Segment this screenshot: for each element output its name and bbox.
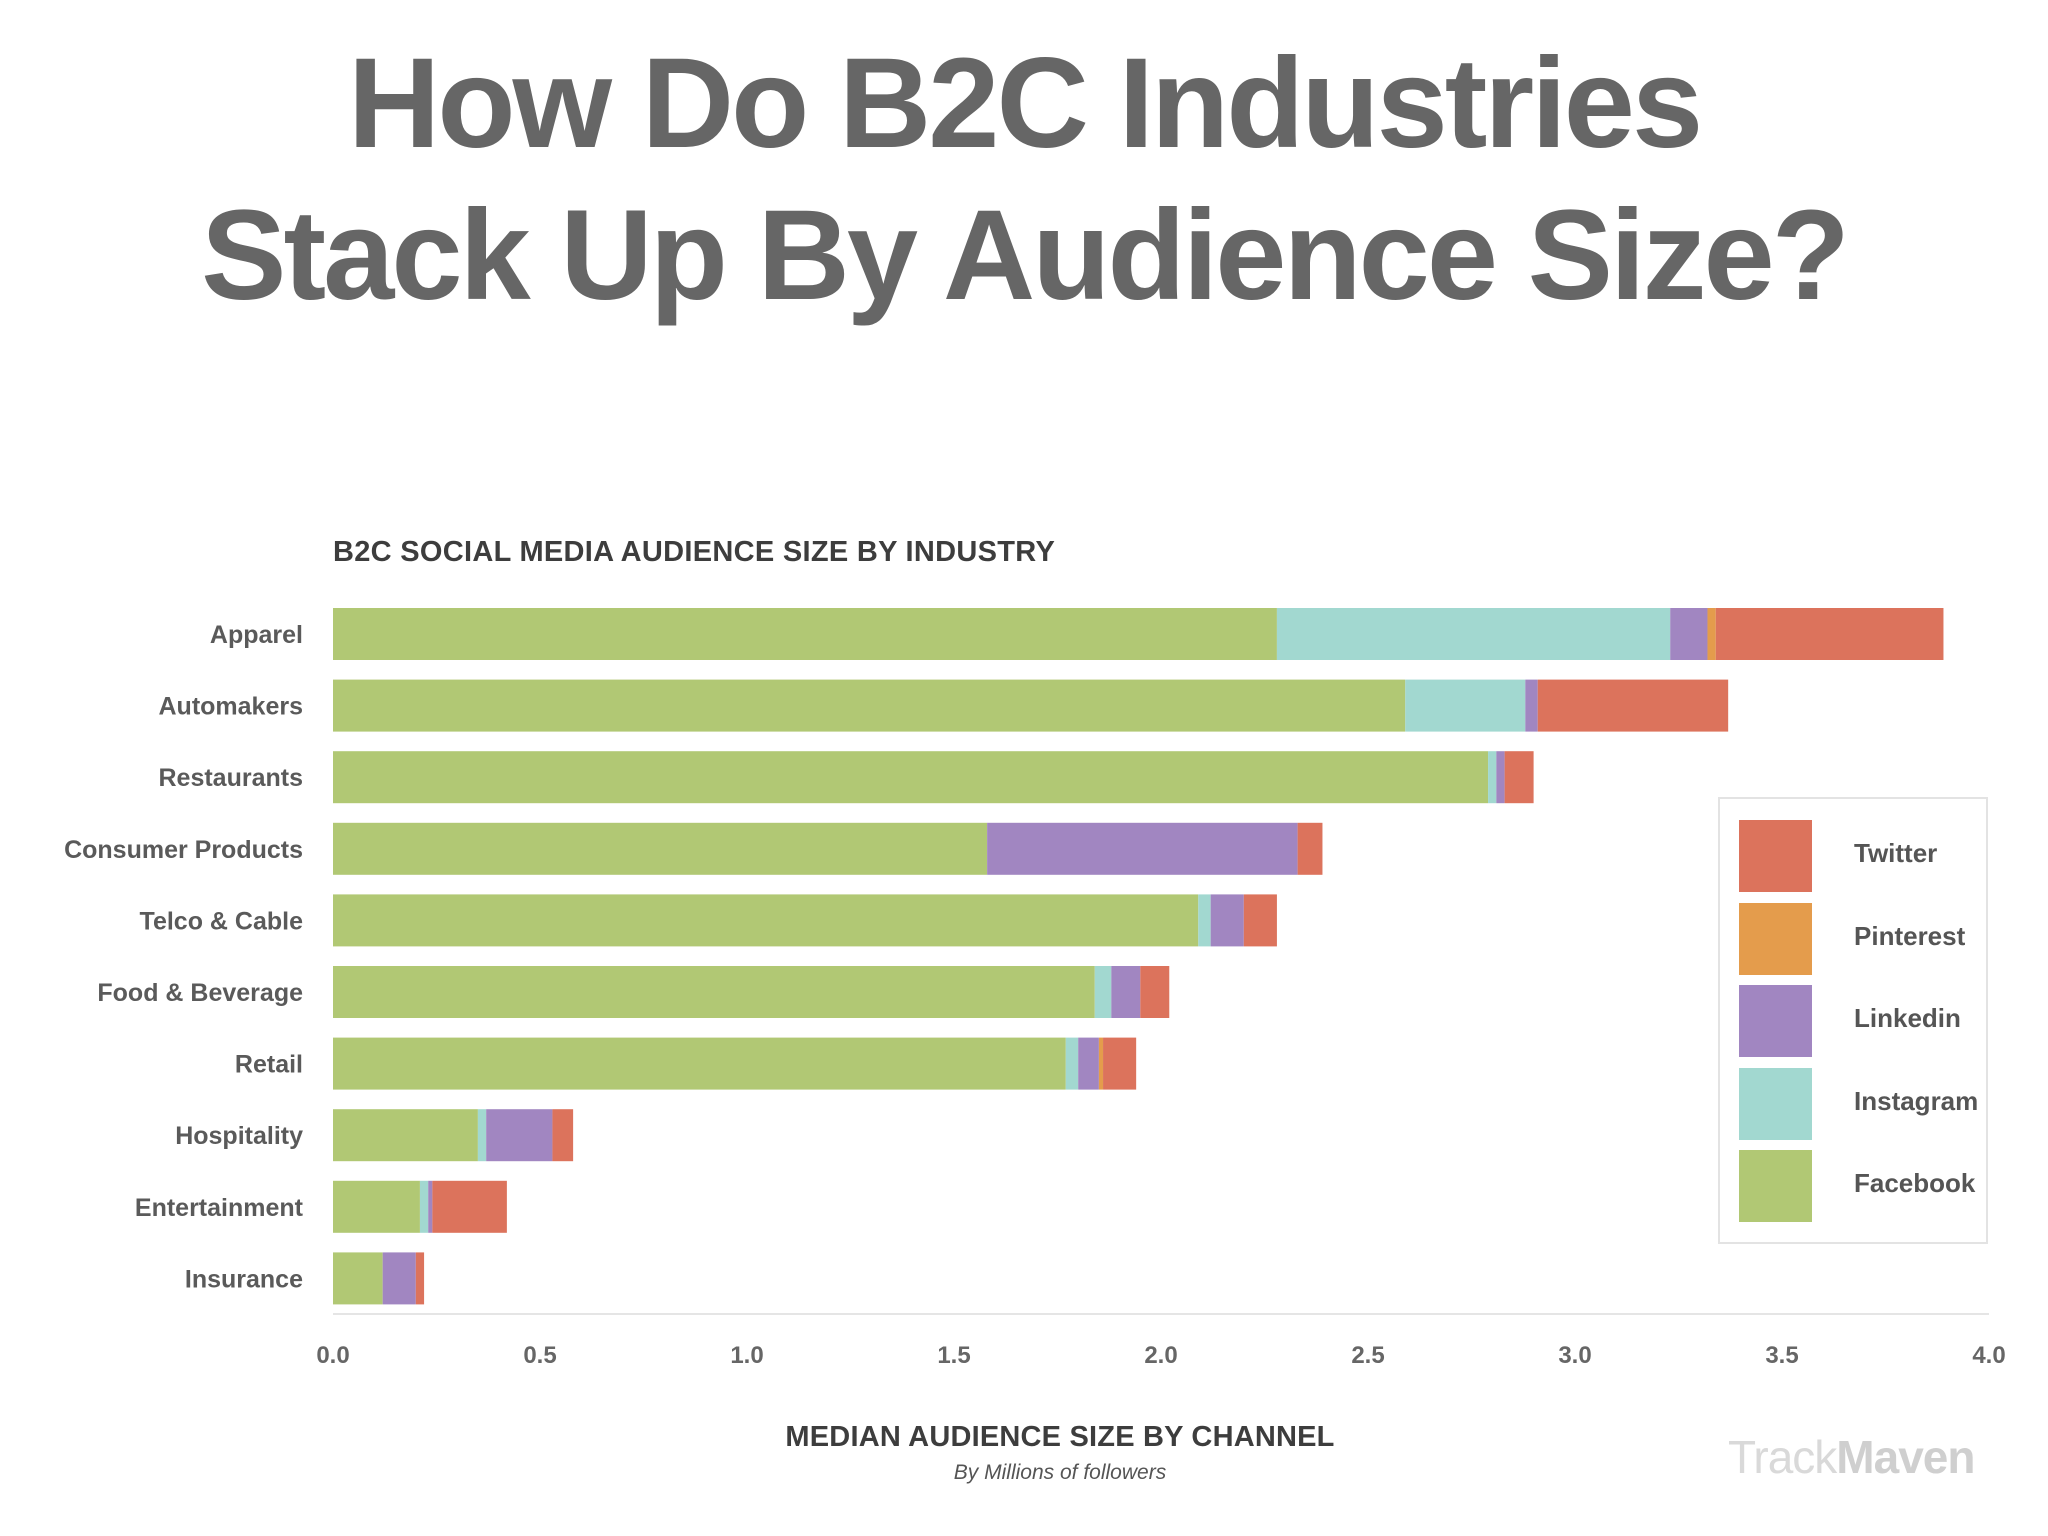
category-label: Entertainment xyxy=(135,1194,304,1222)
bar-segment-facebook xyxy=(333,822,988,875)
legend-swatch xyxy=(1739,1150,1812,1222)
legend-label: Facebook xyxy=(1854,1168,1976,1198)
bar-segment-linkedin xyxy=(1210,894,1244,947)
bar-segment-facebook xyxy=(333,1037,1066,1090)
bar-segment-instagram xyxy=(1065,1037,1079,1090)
bar-segment-instagram xyxy=(1405,679,1526,732)
headline-line-2: Stack Up By Audience Size? xyxy=(201,184,1850,327)
bar-segment-linkedin xyxy=(1670,608,1708,660)
x-tick-label: 1.5 xyxy=(937,1342,970,1369)
x-tick-label: 0.0 xyxy=(316,1342,349,1369)
x-tick-label: 2.5 xyxy=(1351,1342,1384,1369)
bar-segment-linkedin xyxy=(486,1109,553,1162)
bar-segment-pinterest xyxy=(1707,608,1716,660)
bar-segment-linkedin xyxy=(382,1252,416,1305)
bar-segment-instagram xyxy=(1198,894,1211,947)
legend: Twitter Pinterest Linkedin Instagram Faceboo… xyxy=(1718,797,1988,1244)
logo-text-track: Track xyxy=(1728,1431,1837,1483)
bar-segment-twitter xyxy=(1140,966,1170,1018)
category-label: Insurance xyxy=(185,1265,303,1293)
category-label: Food & Beverage xyxy=(97,979,303,1007)
trackmaven-logo: TrackMaven xyxy=(1728,1430,1975,1484)
bar-segment-facebook xyxy=(333,1109,478,1162)
legend-swatch xyxy=(1739,985,1812,1057)
bar-segment-twitter xyxy=(1103,1037,1137,1090)
x-tick-label: 4.0 xyxy=(1972,1342,2005,1369)
category-label: Hospitality xyxy=(175,1122,303,1150)
headline-line-1: How Do B2C Industries xyxy=(347,32,1703,175)
legend-swatch xyxy=(1739,820,1812,892)
category-label: Apparel xyxy=(210,621,303,649)
category-label: Restaurants xyxy=(159,764,304,792)
category-label: Telco & Cable xyxy=(140,907,304,935)
bar-segment-linkedin xyxy=(1111,966,1141,1018)
legend-label: Pinterest xyxy=(1854,920,1966,951)
legend-label: Linkedin xyxy=(1854,1003,1961,1033)
legend-label: Twitter xyxy=(1854,838,1938,868)
x-axis-subtitle: By Millions of followers xyxy=(953,1461,1167,1484)
bar-segment-linkedin xyxy=(1496,751,1505,804)
bar-segment-twitter xyxy=(1243,894,1277,947)
category-label: Retail xyxy=(235,1051,303,1079)
bar-segment-linkedin xyxy=(1078,1037,1099,1090)
legend-label: Instagram xyxy=(1854,1085,1979,1116)
bar-segment-instagram xyxy=(419,1180,429,1233)
bar-segment-instagram xyxy=(477,1109,487,1162)
chart-title: B2C SOCIAL MEDIA AUDIENCE SIZE BY INDUST… xyxy=(333,536,1056,568)
bar-segment-facebook xyxy=(333,751,1489,804)
x-tick-label: 3.0 xyxy=(1558,1342,1591,1369)
bar-segment-facebook xyxy=(333,679,1406,732)
bar-segment-instagram xyxy=(1094,966,1112,1018)
bar-segment-facebook xyxy=(333,1252,383,1305)
bar-segment-twitter xyxy=(432,1180,507,1233)
bar-segment-instagram xyxy=(1276,608,1671,660)
bar-segment-twitter xyxy=(1297,822,1323,875)
bar-segment-facebook xyxy=(333,608,1277,660)
x-axis-title: MEDIAN AUDIENCE SIZE BY CHANNEL xyxy=(785,1421,1335,1453)
x-tick-label: 1.0 xyxy=(730,1342,763,1369)
bar-segment-twitter xyxy=(1715,608,1944,660)
x-tick-label: 0.5 xyxy=(523,1342,556,1369)
category-label: Consumer Products xyxy=(64,836,303,864)
bar-segment-twitter xyxy=(1504,751,1534,804)
x-tick-label: 2.0 xyxy=(1144,1342,1177,1369)
bar-segment-facebook xyxy=(333,1180,420,1233)
bar-segment-twitter xyxy=(1537,679,1729,732)
category-label: Automakers xyxy=(159,693,304,721)
bar-segment-twitter xyxy=(415,1252,425,1305)
x-tick-label: 3.5 xyxy=(1765,1342,1798,1369)
bar-segment-facebook xyxy=(333,894,1199,947)
bar-segment-linkedin xyxy=(428,1180,433,1233)
bar-segment-facebook xyxy=(333,966,1095,1018)
bar-segment-linkedin xyxy=(987,822,1298,875)
legend-swatch xyxy=(1739,1067,1812,1140)
bar-segment-instagram xyxy=(1488,751,1497,804)
bar-segment-twitter xyxy=(552,1109,574,1162)
legend-swatch xyxy=(1739,902,1812,975)
bar-segment-pinterest xyxy=(1098,1037,1104,1090)
headline: How Do B2C Industries Stack Up By Audien… xyxy=(0,28,2048,332)
logo-text-maven: Maven xyxy=(1836,1431,1975,1483)
bar-segment-linkedin xyxy=(1525,679,1538,732)
